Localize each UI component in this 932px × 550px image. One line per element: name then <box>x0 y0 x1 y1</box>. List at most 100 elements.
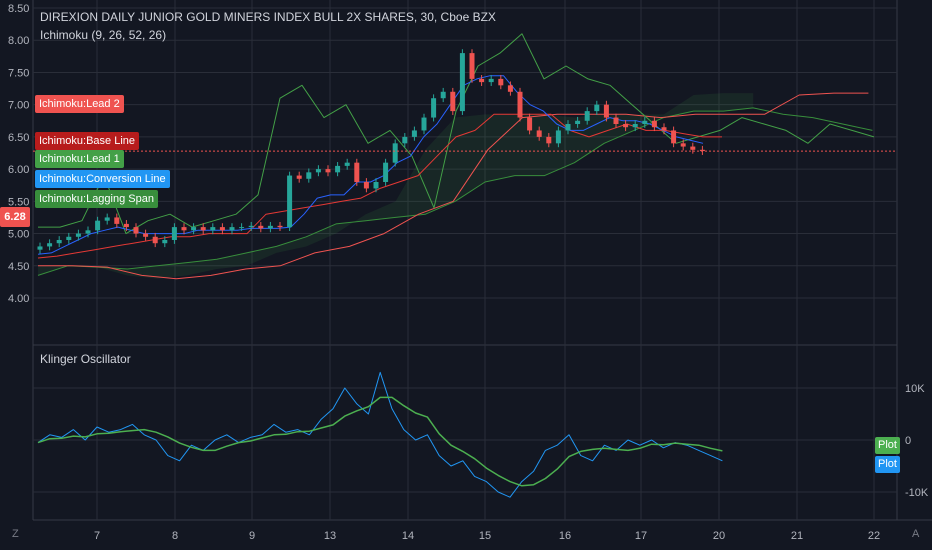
lead1-line <box>37 107 873 276</box>
candle-body <box>507 85 513 92</box>
osc-plot-green-tag: Plot <box>875 437 900 454</box>
candle-body <box>642 120 648 124</box>
x-tick-label: 21 <box>791 530 803 542</box>
candle-body <box>565 124 571 131</box>
x-tick-label: 15 <box>479 530 491 542</box>
candle-body <box>200 227 206 231</box>
candle-body <box>267 225 273 229</box>
candle-body <box>402 136 408 144</box>
auto-scale-icon[interactable]: A <box>912 528 920 540</box>
candle-body <box>95 220 101 231</box>
candle-body <box>296 175 302 179</box>
candle-body <box>354 162 360 182</box>
candle-body <box>479 78 485 83</box>
candle-body <box>344 162 350 166</box>
candle-body <box>85 230 91 234</box>
x-tick-label: 9 <box>249 530 255 542</box>
y-tick-label: 8.00 <box>8 35 29 47</box>
y-tick-label: 6.50 <box>8 132 29 144</box>
candle-body <box>690 146 696 150</box>
candle-body <box>651 120 657 128</box>
y-tick-label: 4.50 <box>8 261 29 273</box>
candle-body <box>488 78 494 83</box>
x-tick-label: 14 <box>402 530 414 542</box>
klinger-line <box>37 371 723 498</box>
candle-body <box>287 175 293 228</box>
candle-body <box>421 117 427 131</box>
candle-body <box>603 104 609 118</box>
lagging-span-line <box>38 33 875 235</box>
candle-body <box>699 149 705 152</box>
candle-body <box>411 130 417 137</box>
candle-body <box>450 91 456 112</box>
candle-body <box>66 236 72 240</box>
osc-tick-label: -10K <box>905 487 929 499</box>
oscillator-label: Klinger Oscillator <box>40 352 131 366</box>
legend-lead2[interactable]: Ichimoku:Lead 2 <box>35 95 124 113</box>
candle-body <box>162 240 168 244</box>
x-tick-label: 16 <box>559 530 571 542</box>
lead2-line <box>38 92 869 280</box>
y-tick-label: 5.00 <box>8 229 29 241</box>
y-tick-label: 4.00 <box>8 293 29 305</box>
y-tick-label: 5.50 <box>8 196 29 208</box>
legend-base-line[interactable]: Ichimoku:Base Line <box>35 132 139 150</box>
y-tick-label: 7.00 <box>8 100 29 112</box>
legend-conversion-line[interactable]: Ichimoku:Conversion Line <box>35 170 170 188</box>
indicator-label: Ichimoku (9, 26, 52, 26) <box>40 28 167 42</box>
ichimoku-cloud <box>38 93 754 279</box>
candle-body <box>613 117 619 124</box>
klinger-signal-line <box>37 396 723 487</box>
candle-body <box>56 240 62 244</box>
legend-lagging-span[interactable]: Ichimoku:Lagging Span <box>35 190 158 208</box>
candle-body <box>594 104 600 112</box>
candle-body <box>75 233 81 237</box>
candle-body <box>632 124 638 128</box>
osc-tick-label: 0 <box>905 435 911 447</box>
candle-body <box>239 227 245 229</box>
x-tick-label: 17 <box>635 530 647 542</box>
zoom-icon[interactable]: Z <box>12 528 19 540</box>
candle-body <box>104 217 110 221</box>
candle-body <box>229 227 235 231</box>
x-tick-label: 8 <box>172 530 178 542</box>
candle-body <box>315 169 321 173</box>
y-tick-label: 7.50 <box>8 67 29 79</box>
candle-body <box>661 127 667 131</box>
candle-body <box>258 225 264 229</box>
candle-body <box>133 227 139 234</box>
candle-body <box>431 98 437 118</box>
candle-body <box>143 233 149 237</box>
candle-body <box>152 236 158 244</box>
candle-body <box>277 225 283 228</box>
x-tick-label: 13 <box>324 530 336 542</box>
candle-body <box>210 227 216 231</box>
candle-body <box>373 182 379 189</box>
candle-body <box>536 130 542 137</box>
candle-body <box>335 165 341 173</box>
candle-body <box>584 111 590 121</box>
chart-title: DIREXION DAILY JUNIOR GOLD MINERS INDEX … <box>40 10 496 24</box>
candle-body <box>671 130 677 144</box>
candle-body <box>383 162 389 182</box>
candle-body <box>392 143 398 163</box>
candle-body <box>47 243 53 247</box>
candle-body <box>517 91 523 118</box>
candle-body <box>459 53 465 112</box>
candle-body <box>440 91 446 99</box>
candle-body <box>248 225 254 228</box>
candle-body <box>123 223 129 228</box>
osc-plot-blue-tag: Plot <box>875 456 900 473</box>
base-line <box>37 113 722 259</box>
candle-body <box>171 227 177 240</box>
candle-body <box>325 169 331 173</box>
y-tick-label: 8.50 <box>8 3 29 15</box>
candle-body <box>191 227 197 231</box>
candle-body <box>498 78 504 86</box>
legend-lead1[interactable]: Ichimoku:Lead 1 <box>35 150 124 168</box>
candle-body <box>306 172 312 179</box>
candle-body <box>181 227 187 231</box>
x-tick-label: 20 <box>713 530 725 542</box>
conversion-line <box>37 75 704 255</box>
